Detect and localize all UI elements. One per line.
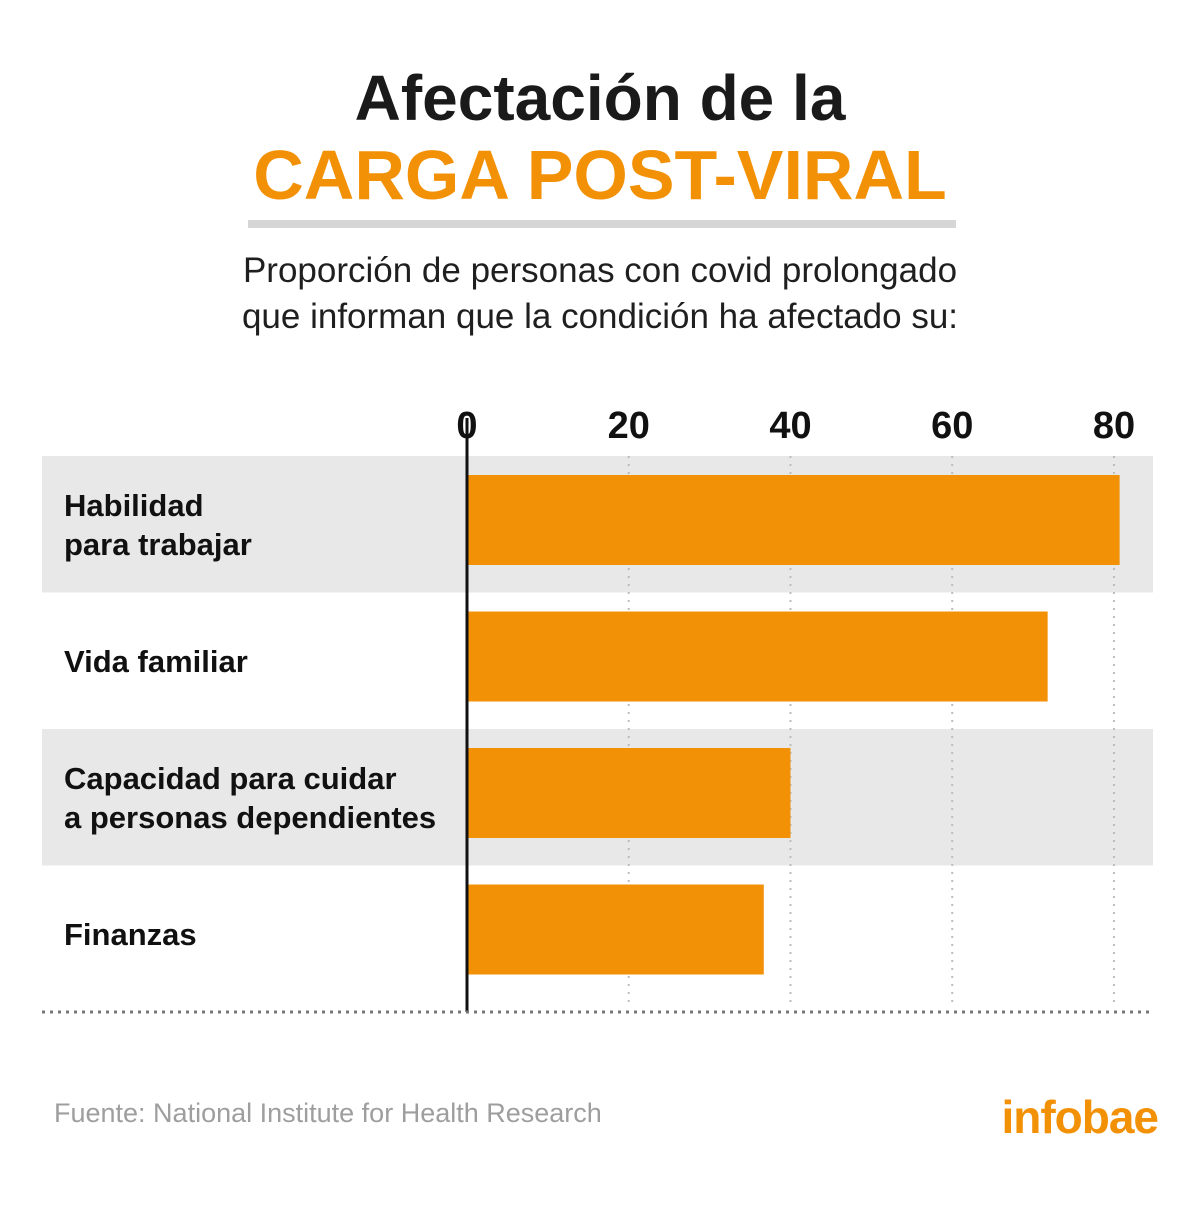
category-label: Vida familiar bbox=[64, 644, 248, 679]
chart-title-line2: CARGA POST-VIRAL bbox=[253, 136, 947, 214]
bar bbox=[467, 748, 791, 838]
chart-title-line1: Afectación de la bbox=[354, 62, 846, 134]
x-tick-label: 80 bbox=[1093, 405, 1135, 447]
bar bbox=[467, 475, 1120, 565]
source-note: Fuente: National Institute for Health Re… bbox=[54, 1098, 602, 1128]
bar bbox=[467, 884, 764, 975]
title-underline bbox=[248, 220, 956, 228]
infobae-logo: infobae bbox=[1001, 1091, 1159, 1143]
subtitle-line2: que informan que la condición ha afectad… bbox=[241, 297, 959, 336]
category-label: Capacidad para cuidar bbox=[64, 761, 397, 796]
subtitle-line1: Proporción de personas con covid prolong… bbox=[242, 251, 958, 290]
bar bbox=[467, 611, 1048, 702]
x-tick-label: 40 bbox=[769, 405, 811, 447]
category-label: Habilidad bbox=[64, 488, 204, 523]
x-tick-label: 20 bbox=[608, 405, 650, 447]
category-label: Finanzas bbox=[64, 917, 197, 952]
x-tick-label: 60 bbox=[931, 405, 973, 447]
category-label: a personas dependientes bbox=[64, 800, 436, 835]
category-label: para trabajar bbox=[64, 527, 252, 562]
chart-subtitle: Proporción de personas con covid prolong… bbox=[0, 248, 1200, 340]
